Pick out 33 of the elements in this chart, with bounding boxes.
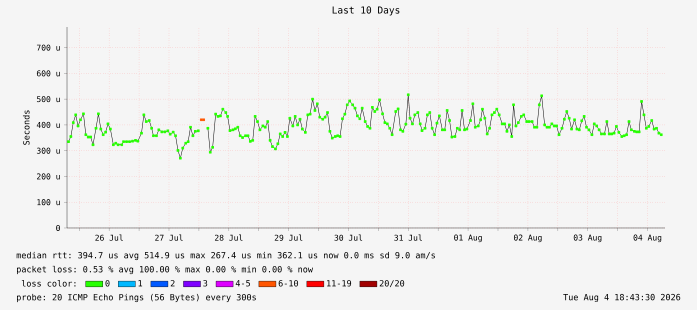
legend-label: 3 <box>203 280 208 287</box>
y-tick-label: 600 u <box>36 70 60 76</box>
x-tick-label: 29 Jul <box>274 234 302 241</box>
text: probe: 20 ICMP Echo Pings (56 Bytes) every 300s <box>16 294 256 302</box>
y-tick-label: 0 <box>56 224 60 232</box>
y-tick-label: 300 u <box>36 148 60 154</box>
y-tick-label: 400 u <box>36 122 60 128</box>
x-tick-label: 01 Aug <box>454 234 482 242</box>
legend-label: 1 <box>138 280 142 286</box>
text: packet loss: 0.53 % avg 100.00 % max 0.00 % min 0.00 % now <box>16 266 313 274</box>
legend-label: 20/20 <box>380 280 404 288</box>
text: median rtt: 394.7 us avg 514.9 us max 267.4 us min 362.1 us now 0.0 ms sd 9.0 am/s <box>16 252 435 260</box>
y-tick-label: 100 u <box>37 199 60 206</box>
x-tick-label: 30 Jul <box>334 234 362 241</box>
x-tick-label: 27 Jul <box>155 234 183 241</box>
chart-title: Last 10 Days <box>332 6 400 16</box>
legend-label: 0 <box>106 280 110 287</box>
x-tick-label: 04 Aug <box>634 234 662 242</box>
x-tick-label: 03 Aug <box>574 234 602 242</box>
legend-label: 6-10 <box>278 280 298 287</box>
legend-label: 4-5 <box>236 280 250 286</box>
legend-label: 11-19 <box>327 280 352 287</box>
legend-label: 2 <box>170 280 175 286</box>
y-tick-label: 200 u <box>36 173 60 180</box>
y-tick-label: 500 u <box>36 96 60 102</box>
y-tick-label: 700 u <box>36 44 60 51</box>
y-axis-title: Seconds <box>22 110 30 145</box>
x-tick-label: 28 Jul <box>214 234 242 241</box>
x-tick-label: 02 Aug <box>514 234 542 242</box>
x-tick-label: 26 Jul <box>95 234 123 241</box>
legend-title: loss color: <box>22 280 76 287</box>
text: Tue Aug 4 18:43:30 2026 <box>563 294 680 302</box>
x-tick-label: 31 Jul <box>394 234 422 241</box>
